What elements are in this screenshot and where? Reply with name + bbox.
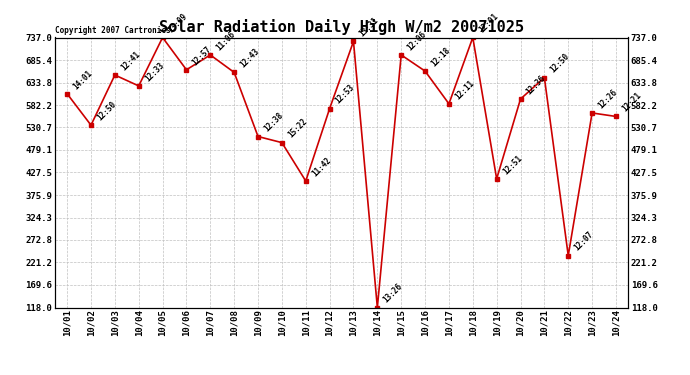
Title: Solar Radiation Daily High W/m2 20071025: Solar Radiation Daily High W/m2 20071025 bbox=[159, 19, 524, 35]
Text: 11:42: 11:42 bbox=[310, 156, 333, 178]
Text: 13:09: 13:09 bbox=[167, 12, 190, 35]
Text: 12:21: 12:21 bbox=[620, 91, 643, 114]
Text: 12:11: 12:11 bbox=[453, 78, 476, 101]
Text: 12:06: 12:06 bbox=[405, 30, 428, 52]
Text: 12:50: 12:50 bbox=[549, 52, 571, 75]
Text: 13:31: 13:31 bbox=[357, 16, 380, 39]
Text: 15:22: 15:22 bbox=[286, 117, 309, 140]
Text: 12:33: 12:33 bbox=[143, 60, 166, 83]
Text: 12:41: 12:41 bbox=[119, 50, 141, 72]
Text: 12:36: 12:36 bbox=[524, 74, 547, 96]
Text: 13:26: 13:26 bbox=[382, 282, 404, 305]
Text: 12:57: 12:57 bbox=[190, 44, 213, 67]
Text: 12:01: 12:01 bbox=[477, 12, 500, 35]
Text: 14:01: 14:01 bbox=[71, 68, 94, 91]
Text: 12:43: 12:43 bbox=[238, 47, 261, 70]
Text: 12:18: 12:18 bbox=[429, 46, 452, 68]
Text: Copyright 2007 Cartronics: Copyright 2007 Cartronics bbox=[55, 26, 171, 35]
Text: 12:07: 12:07 bbox=[573, 230, 595, 253]
Text: 11:06: 11:06 bbox=[215, 30, 237, 52]
Text: 12:50: 12:50 bbox=[95, 100, 118, 122]
Text: 12:26: 12:26 bbox=[596, 87, 619, 110]
Text: 12:51: 12:51 bbox=[501, 153, 524, 176]
Text: 12:38: 12:38 bbox=[262, 111, 285, 134]
Text: 12:53: 12:53 bbox=[334, 83, 357, 106]
